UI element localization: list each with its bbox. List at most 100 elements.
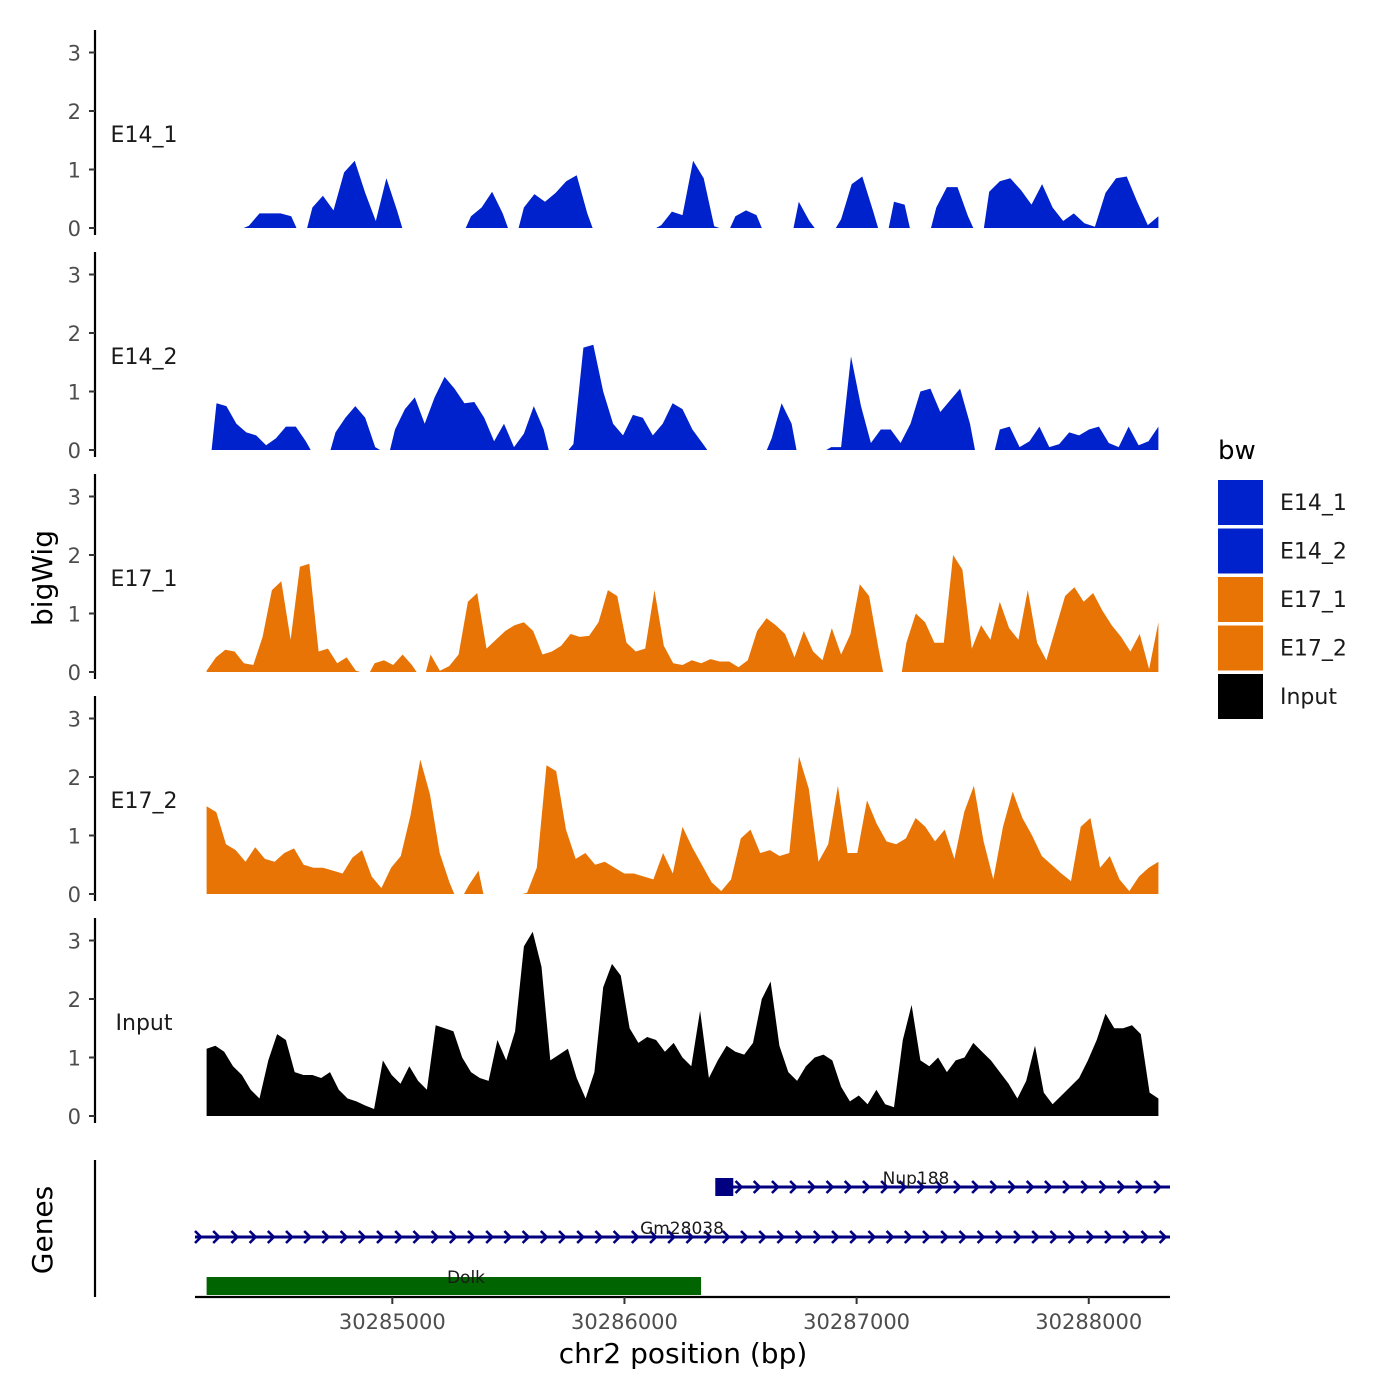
legend: bw E14_1 E14_2 E17_1 E17_2 Input — [1218, 436, 1347, 719]
legend-swatch-E14_2 — [1218, 528, 1263, 574]
strand-arrow — [862, 1180, 871, 1194]
strand-arrow — [934, 1180, 944, 1194]
y-tick-label: 3 — [68, 486, 81, 510]
coverage-area-E14_1 — [243, 213, 297, 228]
strand-arrow — [412, 1230, 422, 1244]
x-axis: 30285000 30286000 30287000 30288000 — [195, 1295, 1170, 1334]
strand-arrow — [740, 1230, 749, 1244]
genes-axis-title: Genes — [26, 1186, 59, 1274]
gene-label: Nup188 — [883, 1169, 950, 1189]
gene-track: Nup188 Gm28038 Dolk — [93, 1160, 1170, 1297]
y-tick-label: 0 — [68, 1105, 81, 1129]
coverage-area-E17_2 — [464, 870, 484, 894]
strand-arrow — [503, 1230, 513, 1244]
strand-arrow — [248, 1230, 258, 1244]
y-tick-label: 1 — [68, 825, 81, 849]
coverage-area-E17_2 — [206, 759, 455, 894]
strand-arrow — [867, 1230, 877, 1244]
coverage-area-E14_1 — [730, 210, 762, 228]
strand-arrow — [971, 1180, 980, 1194]
coverage-area-E14_1 — [307, 160, 403, 228]
strand-arrow — [667, 1230, 677, 1244]
strand-arrow — [1153, 1180, 1162, 1194]
strand-arrow — [1080, 1180, 1090, 1194]
strand-arrow — [843, 1180, 853, 1194]
gene-exon-block — [206, 1277, 702, 1295]
strand-arrow — [194, 1230, 203, 1244]
coverage-area-E17_2 — [522, 756, 1159, 894]
x-tick-label: 30287000 — [803, 1310, 910, 1334]
y-tick-label: 3 — [68, 264, 81, 288]
coverage-area-E14_1 — [793, 201, 815, 228]
bigwig-tracks: 0 1 2 3 E14_1 0 1 2 3 E14_2 0 1 2 3 E17_1 0 1 2 3 E17_2 0 1 2 3… — [68, 30, 1159, 1129]
track-label: E17_2 — [111, 789, 178, 814]
y-tick-label: 0 — [68, 439, 81, 463]
x-tick-label: 30288000 — [1035, 1310, 1142, 1334]
track-label: E14_1 — [111, 123, 178, 148]
strand-arrow — [1013, 1230, 1022, 1244]
y-tick-label: 1 — [68, 381, 81, 405]
gene-label: Gm28038 — [640, 1219, 724, 1239]
strand-arrow — [976, 1230, 986, 1244]
strand-arrow — [794, 1230, 804, 1244]
strand-arrow — [1031, 1230, 1041, 1244]
strand-arrow — [558, 1230, 567, 1244]
strand-arrow — [467, 1230, 476, 1244]
y-tick-label: 1 — [68, 1047, 81, 1071]
strand-arrow — [898, 1180, 908, 1194]
legend-swatch-E17_1 — [1218, 577, 1263, 622]
coverage-area-E14_2 — [766, 403, 797, 450]
strand-arrow — [812, 1230, 822, 1244]
gene-Gm28038: Gm28038 — [194, 1219, 1170, 1244]
gene-Nup188: Nup188 — [715, 1169, 1170, 1196]
track-E17_1: 0 1 2 3 E17_1 — [68, 474, 1159, 685]
strand-arrow — [916, 1180, 926, 1194]
coverage-area-E17_1 — [369, 654, 417, 672]
strand-arrow — [1116, 1180, 1126, 1194]
coverage-area-E14_2 — [390, 376, 549, 450]
strand-arrow — [758, 1230, 768, 1244]
strand-arrow — [357, 1230, 367, 1244]
coverage-area-E17_1 — [901, 555, 1159, 672]
strand-arrow — [430, 1230, 440, 1244]
strand-arrow — [212, 1230, 222, 1244]
strand-arrow — [989, 1180, 999, 1194]
strand-arrow — [1067, 1230, 1077, 1244]
strand-arrow — [1158, 1230, 1168, 1244]
strand-arrow — [394, 1230, 404, 1244]
strand-arrow — [771, 1180, 780, 1194]
strand-arrow — [1098, 1180, 1108, 1194]
coverage-area-E14_1 — [983, 176, 1159, 228]
track-E17_2: 0 1 2 3 E17_2 — [68, 696, 1159, 907]
x-tick-label: 30286000 — [571, 1310, 678, 1334]
y-tick-label: 0 — [68, 883, 81, 907]
y-tick-label: 1 — [68, 159, 81, 183]
y-tick-label: 2 — [68, 100, 81, 124]
strand-arrow — [230, 1230, 240, 1244]
coverage-area-E14_1 — [835, 176, 879, 228]
strand-arrow — [594, 1230, 604, 1244]
strand-arrow — [485, 1230, 495, 1244]
y-tick-label: 2 — [68, 988, 81, 1012]
track-Input: 0 1 2 3 Input — [68, 918, 1159, 1129]
strand-arrow — [721, 1230, 731, 1244]
track-E14_2: 0 1 2 3 E14_2 — [68, 252, 1159, 463]
strand-arrow — [539, 1230, 549, 1244]
strand-arrow — [922, 1230, 931, 1244]
legend-label: E17_2 — [1280, 637, 1347, 662]
strand-arrow — [1049, 1230, 1059, 1244]
strand-arrow — [1104, 1230, 1113, 1244]
strand-arrow — [825, 1180, 835, 1194]
strand-arrow — [285, 1230, 294, 1244]
strand-arrow — [880, 1180, 889, 1194]
strand-arrow — [1007, 1180, 1017, 1194]
strand-arrow — [903, 1230, 913, 1244]
coverage-area-E14_2 — [211, 403, 311, 450]
track-label: Input — [116, 1011, 173, 1036]
legend-swatch-E17_2 — [1218, 625, 1263, 671]
strand-arrow — [630, 1230, 640, 1244]
strand-arrow — [448, 1230, 458, 1244]
coverage-area-E17_1 — [206, 563, 361, 672]
x-tick-label: 30285000 — [339, 1310, 446, 1334]
